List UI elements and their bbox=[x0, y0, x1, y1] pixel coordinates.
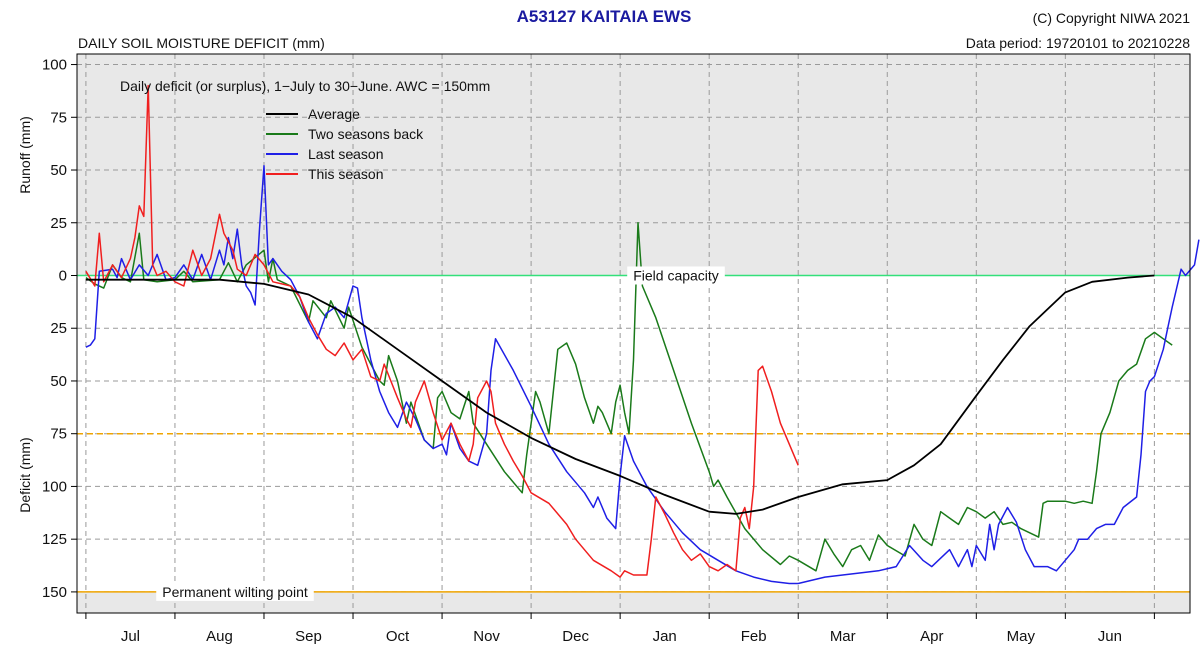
x-tick-label: Sep bbox=[295, 628, 322, 645]
plot-area bbox=[76, 53, 1200, 614]
y-tick-label: 150 bbox=[42, 584, 67, 601]
legend: Average Two seasons back Last season This s… bbox=[266, 106, 424, 182]
chart-subtitle: DAILY SOIL MOISTURE DEFICIT (mm) bbox=[78, 35, 325, 51]
x-tick-label: Mar bbox=[830, 628, 856, 645]
label-background bbox=[156, 582, 314, 601]
x-tick-label: Jul bbox=[121, 628, 140, 645]
x-tick-label: May bbox=[1007, 628, 1036, 645]
grid-lines bbox=[77, 54, 1190, 613]
data-period-text: Data period: 19720101 to 20210228 bbox=[966, 35, 1190, 51]
chart-note: Daily deficit (or surplus), 1−July to 30… bbox=[120, 78, 490, 94]
y-tick-label: 50 bbox=[50, 373, 67, 390]
axes: 100 75 50 25 0 25 50 75 100 125 150 Jul Aug Sep Oct Nov… bbox=[42, 57, 1155, 645]
y-tick-label: 75 bbox=[50, 109, 67, 126]
x-tick-label: Aug bbox=[206, 628, 233, 645]
runoff-axis-label: Runoff (mm) bbox=[17, 116, 33, 194]
y-tick-label: 125 bbox=[42, 531, 67, 548]
x-tick-label: Dec bbox=[562, 628, 589, 645]
legend-label-two-seasons-back: Two seasons back bbox=[308, 126, 424, 142]
station-title: A53127 KAITAIA EWS bbox=[517, 7, 692, 26]
deficit-axis-label: Deficit (mm) bbox=[17, 437, 33, 512]
series-line-two-seasons-back bbox=[85, 222, 1173, 572]
y-tick-label: 100 bbox=[42, 57, 67, 74]
legend-label-average: Average bbox=[308, 106, 360, 122]
x-tick-label: Feb bbox=[741, 628, 767, 645]
label-background bbox=[627, 266, 725, 285]
y-tick-label: 25 bbox=[50, 320, 67, 337]
series-line-last-season bbox=[85, 165, 1200, 585]
series-line-this-season bbox=[85, 84, 799, 578]
x-tick-label: Apr bbox=[920, 628, 943, 645]
x-tick-label: Nov bbox=[473, 628, 500, 645]
field-capacity-label: Field capacity bbox=[633, 267, 719, 283]
legend-label-this-season: This season bbox=[308, 166, 383, 182]
wilting-point-label: Permanent wilting point bbox=[162, 584, 308, 600]
below-wilting-background bbox=[77, 591, 1190, 613]
x-tick-label: Oct bbox=[386, 628, 410, 645]
y-tick-label: 0 bbox=[59, 267, 67, 284]
y-tick-label: 50 bbox=[50, 162, 67, 179]
series-lines bbox=[85, 84, 1200, 585]
series-line-average bbox=[85, 274, 1155, 515]
runoff-zone-background bbox=[77, 54, 1190, 276]
legend-label-last-season: Last season bbox=[308, 146, 384, 162]
y-tick-label: 75 bbox=[50, 426, 67, 443]
y-tick-label: 25 bbox=[50, 215, 67, 232]
y-tick-label: 100 bbox=[42, 478, 67, 495]
x-tick-label: Jun bbox=[1098, 628, 1122, 645]
x-tick-label: Jan bbox=[653, 628, 677, 645]
copyright-text: (C) Copyright NIWA 2021 bbox=[1033, 10, 1191, 26]
plot-frame bbox=[76, 53, 1191, 614]
